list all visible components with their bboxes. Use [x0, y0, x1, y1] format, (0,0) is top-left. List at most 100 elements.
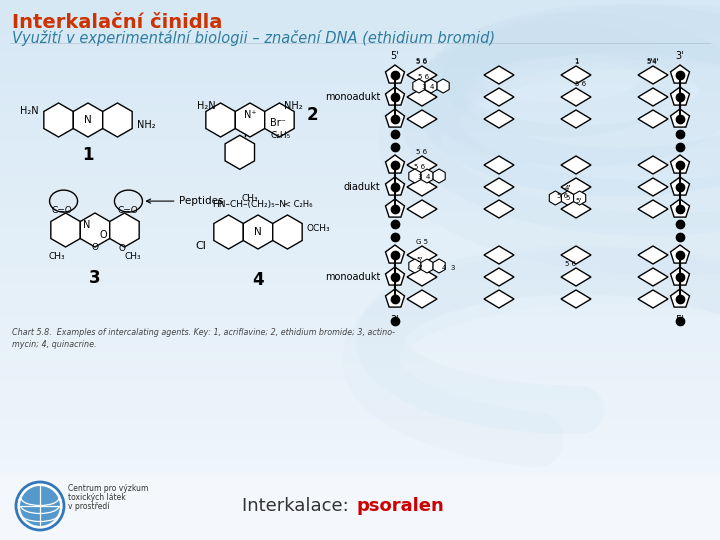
Polygon shape — [385, 155, 405, 173]
Text: 5 6: 5 6 — [565, 261, 577, 267]
Polygon shape — [670, 65, 690, 83]
Polygon shape — [51, 213, 80, 247]
Text: 5 6: 5 6 — [575, 81, 587, 87]
Text: CH₃: CH₃ — [49, 252, 66, 261]
Polygon shape — [484, 268, 514, 286]
Text: 5': 5' — [391, 51, 400, 61]
Text: Centrum pro výzkum: Centrum pro výzkum — [68, 484, 148, 493]
Text: 3: 3 — [418, 174, 422, 180]
Polygon shape — [437, 79, 449, 93]
Text: Peptides: Peptides — [146, 196, 224, 206]
Text: 2: 2 — [307, 106, 318, 124]
Polygon shape — [484, 88, 514, 106]
Text: 5 6: 5 6 — [416, 149, 428, 155]
Polygon shape — [103, 103, 132, 137]
Text: NH₂: NH₂ — [138, 120, 156, 130]
Polygon shape — [409, 169, 421, 183]
Polygon shape — [670, 109, 690, 127]
Text: 3': 3' — [675, 51, 684, 61]
Text: N: N — [254, 227, 262, 237]
Polygon shape — [407, 88, 437, 106]
Text: monoadukt: monoadukt — [325, 272, 380, 282]
Text: 4: 4 — [426, 174, 430, 180]
Text: 4': 4' — [564, 185, 571, 191]
Polygon shape — [206, 103, 235, 137]
Polygon shape — [214, 215, 243, 249]
Text: 5 6: 5 6 — [416, 58, 428, 64]
Polygon shape — [407, 66, 437, 84]
Text: Br⁻: Br⁻ — [271, 118, 287, 129]
Polygon shape — [265, 103, 294, 137]
Text: O: O — [91, 242, 99, 252]
Polygon shape — [561, 246, 591, 264]
Text: 4  3: 4 3 — [442, 265, 455, 271]
Text: 5'4': 5'4' — [647, 58, 660, 64]
Polygon shape — [425, 79, 437, 93]
Text: toxických látek: toxických látek — [68, 493, 126, 502]
Polygon shape — [638, 246, 668, 264]
Text: CH₃: CH₃ — [125, 252, 141, 261]
Polygon shape — [44, 103, 73, 137]
Polygon shape — [484, 290, 514, 308]
Bar — [0, 472, 720, 540]
Polygon shape — [407, 290, 437, 308]
Circle shape — [16, 482, 64, 530]
Polygon shape — [407, 246, 437, 264]
Text: O: O — [99, 230, 107, 240]
Polygon shape — [421, 259, 433, 273]
Polygon shape — [484, 200, 514, 218]
Polygon shape — [413, 79, 425, 93]
Polygon shape — [385, 199, 405, 217]
Polygon shape — [670, 177, 690, 195]
Text: psoralen: psoralen — [357, 497, 445, 515]
Text: N: N — [83, 220, 90, 230]
Polygon shape — [670, 87, 690, 105]
Polygon shape — [273, 215, 302, 249]
Circle shape — [20, 486, 60, 526]
Text: C=O: C=O — [117, 206, 138, 215]
Polygon shape — [385, 289, 405, 307]
Polygon shape — [243, 215, 273, 249]
Polygon shape — [407, 178, 437, 196]
Polygon shape — [561, 88, 591, 106]
Polygon shape — [561, 110, 591, 128]
Text: 5 6: 5 6 — [416, 59, 428, 65]
Text: 4: 4 — [430, 84, 434, 90]
Text: HN–CH–(CH₂)₅–N: HN–CH–(CH₂)₅–N — [212, 200, 287, 209]
Text: 1: 1 — [82, 146, 94, 164]
Polygon shape — [421, 169, 433, 183]
Text: N⁺: N⁺ — [243, 110, 256, 120]
Text: 5': 5' — [575, 198, 582, 204]
Text: 1: 1 — [574, 59, 578, 65]
Text: C₂H₅: C₂H₅ — [271, 131, 291, 140]
Polygon shape — [80, 213, 109, 247]
Polygon shape — [561, 66, 591, 84]
Polygon shape — [638, 290, 668, 308]
Text: 3: 3 — [422, 84, 426, 90]
Polygon shape — [235, 103, 265, 137]
Polygon shape — [638, 200, 668, 218]
Text: 5'4': 5'4' — [647, 59, 660, 65]
Text: Interkalační činidla: Interkalační činidla — [12, 13, 222, 32]
Polygon shape — [385, 245, 405, 263]
Polygon shape — [638, 110, 668, 128]
Polygon shape — [561, 290, 591, 308]
Text: diadukt: diadukt — [343, 182, 380, 192]
Polygon shape — [561, 268, 591, 286]
Text: Cl: Cl — [196, 241, 207, 251]
Polygon shape — [562, 191, 574, 205]
Text: NH₂: NH₂ — [284, 102, 303, 111]
Polygon shape — [385, 177, 405, 195]
Text: 5 6: 5 6 — [418, 74, 430, 80]
Polygon shape — [670, 245, 690, 263]
Polygon shape — [638, 268, 668, 286]
Polygon shape — [484, 246, 514, 264]
Text: monoadukt: monoadukt — [325, 92, 380, 102]
Polygon shape — [433, 169, 445, 183]
Polygon shape — [385, 109, 405, 127]
Text: v prostředí: v prostředí — [68, 502, 109, 511]
Text: N: N — [84, 115, 92, 125]
Polygon shape — [484, 110, 514, 128]
Text: H₂N: H₂N — [197, 102, 215, 111]
Polygon shape — [407, 110, 437, 128]
